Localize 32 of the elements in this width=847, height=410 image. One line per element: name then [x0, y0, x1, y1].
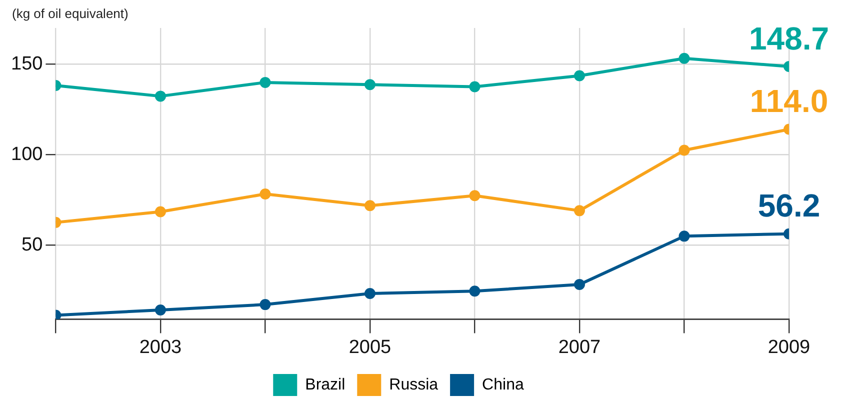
data-label: 114.0: [750, 83, 828, 120]
point: [154, 304, 166, 316]
point: [260, 188, 271, 200]
point: [364, 200, 376, 212]
point: [678, 144, 690, 156]
point: [364, 79, 376, 90]
legend-label: Russia: [389, 376, 438, 394]
point: [364, 288, 376, 300]
data-label: 56.2: [758, 188, 820, 224]
point: [469, 81, 480, 92]
legend-label: China: [482, 376, 524, 394]
point: [469, 190, 480, 202]
point: [469, 286, 480, 297]
legend-label: Brazil: [305, 376, 346, 394]
y-tick-label: 150: [11, 53, 43, 74]
y-tick-label: 50: [22, 234, 43, 256]
point: [678, 52, 690, 64]
x-tick-label: 2009: [768, 336, 810, 358]
x-tick-label: 2003: [139, 336, 182, 358]
point: [678, 230, 690, 242]
x-tick-label: 2007: [558, 336, 601, 358]
point: [260, 299, 271, 310]
x-tick-label: 2005: [348, 336, 392, 358]
data-label: 148.7: [748, 20, 830, 56]
point: [260, 76, 271, 88]
point: [574, 70, 585, 82]
y-axis-title: (kg of oil equivalent): [12, 6, 128, 22]
point: [154, 206, 166, 218]
point: [574, 205, 585, 216]
point: [574, 278, 585, 290]
point: [154, 90, 166, 102]
y-tick-label: 100: [11, 144, 43, 165]
